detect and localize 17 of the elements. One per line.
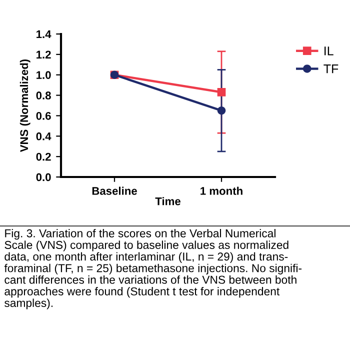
- y-axis-title: VNS (Normalized): [20, 59, 30, 152]
- y-tick-label: 0.8: [36, 92, 51, 100]
- y-tick-label: 1.4: [36, 30, 52, 38]
- y-tick-label: 1.0: [36, 71, 51, 79]
- legend-label: TF: [324, 64, 338, 74]
- y-tick-label: 0.4: [36, 132, 52, 140]
- y-tick-label: 0.2: [36, 152, 51, 161]
- legend-label: IL: [324, 46, 334, 56]
- point: [217, 106, 226, 115]
- caption: Fig. 3. Variation of the scores on the Verbal Numerical Scale (VNS) compared to baseline values as normalized data, one month after interlaminar (IL, n = 29) and trans- foraminal (TF, n = 25) betamethasone injections. No signifi- cant differences in the variations of the VNS between both approaches were found (Student t test for independent samples).: [4, 229, 302, 310]
- y-tick-label: 0.6: [36, 112, 51, 120]
- x-tick-label: Baseline: [92, 186, 137, 195]
- y-tick-label: 1.2: [36, 50, 51, 58]
- point: [217, 88, 226, 96]
- x-tick-label: 1 month: [200, 186, 242, 195]
- y-tick-label: 0.0: [36, 173, 51, 182]
- x-axis-title: Time: [155, 197, 180, 206]
